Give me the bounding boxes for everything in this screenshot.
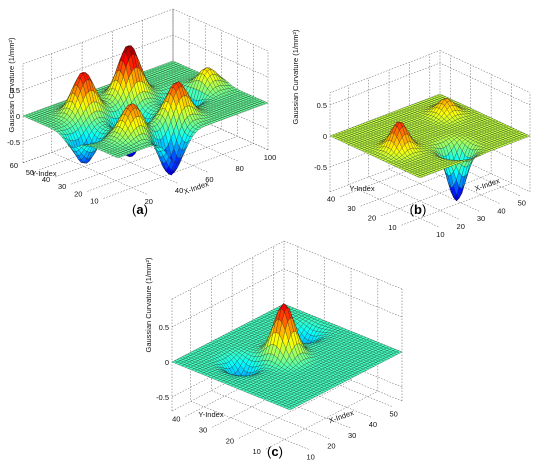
z-tick-label: -0.5 xyxy=(314,163,327,172)
grid-line xyxy=(171,240,285,300)
panel-label: (a) xyxy=(132,202,148,217)
grid-line xyxy=(172,8,269,52)
y-axis-label: Y-Index xyxy=(198,410,223,419)
y-tick-label: 20 xyxy=(74,189,82,198)
x-tick-label: 30 xyxy=(477,214,485,223)
grid-line xyxy=(22,34,269,91)
y-tick-label: 30 xyxy=(58,182,66,191)
grid-line xyxy=(329,50,441,93)
grid-line xyxy=(283,240,403,290)
y-tick-label: 30 xyxy=(347,204,355,213)
y-tick-label: 30 xyxy=(199,425,207,434)
grid-line xyxy=(87,37,238,192)
grid-line xyxy=(22,8,174,65)
panel-label: (c) xyxy=(267,444,283,459)
y-tick-label: 10 xyxy=(253,447,261,456)
x-tick-label: 10 xyxy=(436,230,444,239)
x-tick-label: 40 xyxy=(497,206,505,215)
y-tick-label: 40 xyxy=(327,195,335,204)
y-axis-label: Y-Index xyxy=(349,184,374,193)
y-tick-label: 20 xyxy=(368,214,376,223)
surface-mesh xyxy=(22,45,269,176)
x-axis-label: X-Index xyxy=(182,179,210,196)
x-axis-label: X-Index xyxy=(473,176,501,193)
x-tick-label: 50 xyxy=(518,199,526,208)
y-tick-label: 60 xyxy=(10,161,18,170)
y-axis-label: Y-Index xyxy=(31,169,56,178)
x-tick-label: 40 xyxy=(369,420,377,429)
y-tick-label: 20 xyxy=(226,436,234,445)
y-tick-label: 40 xyxy=(172,414,180,423)
x-tick-label: 100 xyxy=(264,153,277,162)
x-tick-label: 50 xyxy=(389,409,397,418)
x-tick-label: 20 xyxy=(327,442,335,451)
y-tick-label: 10 xyxy=(90,196,98,205)
z-tick-label: -0.5 xyxy=(156,393,169,402)
z-axis-label: Gaussian Curvature (1/mm²) xyxy=(7,37,16,133)
x-tick-label: 20 xyxy=(457,222,465,231)
grid-line xyxy=(439,50,531,93)
x-tick-label: 30 xyxy=(348,431,356,440)
x-axis-label: X-Index xyxy=(327,408,355,425)
grid-line xyxy=(103,44,254,199)
surface-plot-b: 10 20 30 40 50 10 20 30 40 -0.5 0 0.5 X-Index Y-Index… xyxy=(291,29,531,239)
z-tick-label: 0 xyxy=(165,358,169,367)
z-tick-label: 0 xyxy=(323,132,327,141)
y-tick-label: 10 xyxy=(388,223,396,232)
grid-line xyxy=(71,30,222,185)
z-axis-label: Gaussian Curvature (1/mm²) xyxy=(291,29,300,125)
x-tick-label: 10 xyxy=(306,452,314,461)
z-tick-label: 0.5 xyxy=(159,323,169,332)
z-tick-label: 0.5 xyxy=(317,101,327,110)
z-axis-label: Gaussian Curvature (1/mm²) xyxy=(144,257,153,353)
z-tick-label: -0.5 xyxy=(7,138,20,147)
surface-plot-c: 10 20 30 40 50 10 20 30 40 -0.5 0 0.5 X-Index Y-Index… xyxy=(144,240,403,461)
surface-plot-a: 20406080100102030405060-0.500.5X-IndexY-… xyxy=(7,8,277,217)
x-tick-label: 80 xyxy=(236,164,244,173)
panel-label: (b) xyxy=(410,202,427,217)
z-tick-label: 0 xyxy=(16,112,20,121)
surface-mesh xyxy=(171,303,403,411)
